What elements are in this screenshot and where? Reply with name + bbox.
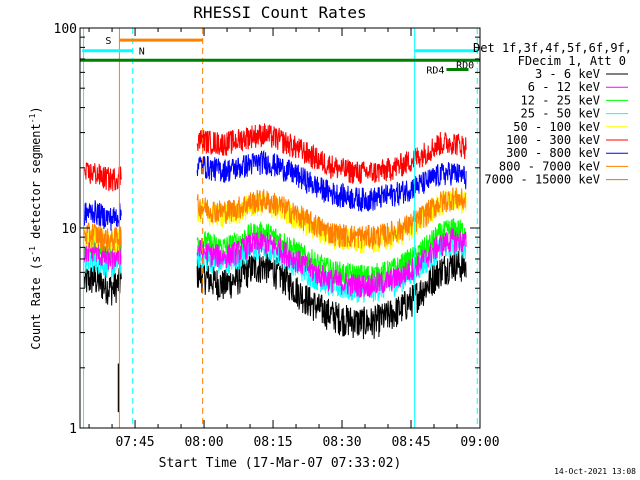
chart-title: RHESSI Count Rates (193, 3, 366, 22)
x-axis-label: Start Time (17-Mar-07 07:33:02) (159, 456, 402, 471)
series-800-7000-kev (83, 187, 467, 251)
y-axis-label: Count Rate (s-1 detector segment-1) (28, 106, 43, 349)
legend-header-line-1: Det 1f,3f,4f,5f,6f,9f, (473, 41, 632, 55)
legend-label: 100 - 300 keV (506, 133, 600, 147)
y-tick-label: 1 (69, 422, 77, 437)
legend-label: 12 - 25 keV (521, 93, 600, 107)
series-6-12-kev (83, 228, 467, 298)
legend-label: 7000 - 15000 keV (484, 173, 600, 187)
x-tick-label: 08:30 (322, 435, 361, 450)
legend-label: 3 - 6 keV (535, 67, 600, 81)
series-trace-pre (83, 239, 122, 271)
status-label-n: N (139, 47, 145, 58)
y-axis-label-mid: detector segment (29, 123, 43, 246)
series-trace-main (196, 228, 467, 298)
series-trace-main (196, 187, 467, 250)
y-axis-label-main: Count Rate (s (29, 256, 43, 350)
x-tick-label: 08:15 (253, 435, 292, 450)
series-trace-pre (83, 200, 122, 231)
status-label-rd4: RD4 (426, 66, 444, 77)
y-tick-label: 10 (61, 222, 77, 237)
y-axis-label-sup2: -1 (28, 113, 37, 123)
x-tick-label: 08:45 (391, 435, 430, 450)
ticks-layer: 1 10 100 07:45 08:00 08:15 08:30 08:45 09:00 (54, 22, 500, 450)
timestamp: 14-Oct-2021 13:08 (554, 467, 636, 476)
x-tick-label: 07:45 (115, 435, 154, 450)
series-trace-main (196, 123, 467, 184)
legend-label: 800 - 7000 keV (499, 159, 600, 173)
series-trace-pre (83, 222, 122, 251)
y-axis-label-end: ) (29, 106, 43, 113)
series-300-800-kev (83, 149, 467, 231)
series-trace-pre (83, 162, 122, 192)
legend-header-line-2: FDecim 1, Att 0 (518, 54, 626, 68)
status-label-rd0: RD0 (456, 61, 474, 72)
legend: Det 1f,3f,4f,5f,6f,9f, FDecim 1, Att 0 3… (473, 41, 632, 187)
legend-label: 50 - 100 keV (513, 120, 600, 134)
series-trace-main (196, 149, 467, 212)
data-layer (83, 123, 467, 413)
legend-label: 25 - 50 keV (521, 107, 600, 121)
x-tick-label: 09:00 (460, 435, 499, 450)
status-label-s: S (105, 36, 111, 47)
legend-label: 6 - 12 keV (528, 80, 600, 94)
y-axis-label-sup1: -1 (28, 246, 37, 256)
y-tick-label: 100 (54, 22, 77, 37)
x-tick-label: 08:00 (184, 435, 223, 450)
series-100-300-kev (83, 123, 467, 192)
legend-label: 300 - 800 keV (506, 146, 600, 160)
series-trace-pre (83, 265, 122, 306)
